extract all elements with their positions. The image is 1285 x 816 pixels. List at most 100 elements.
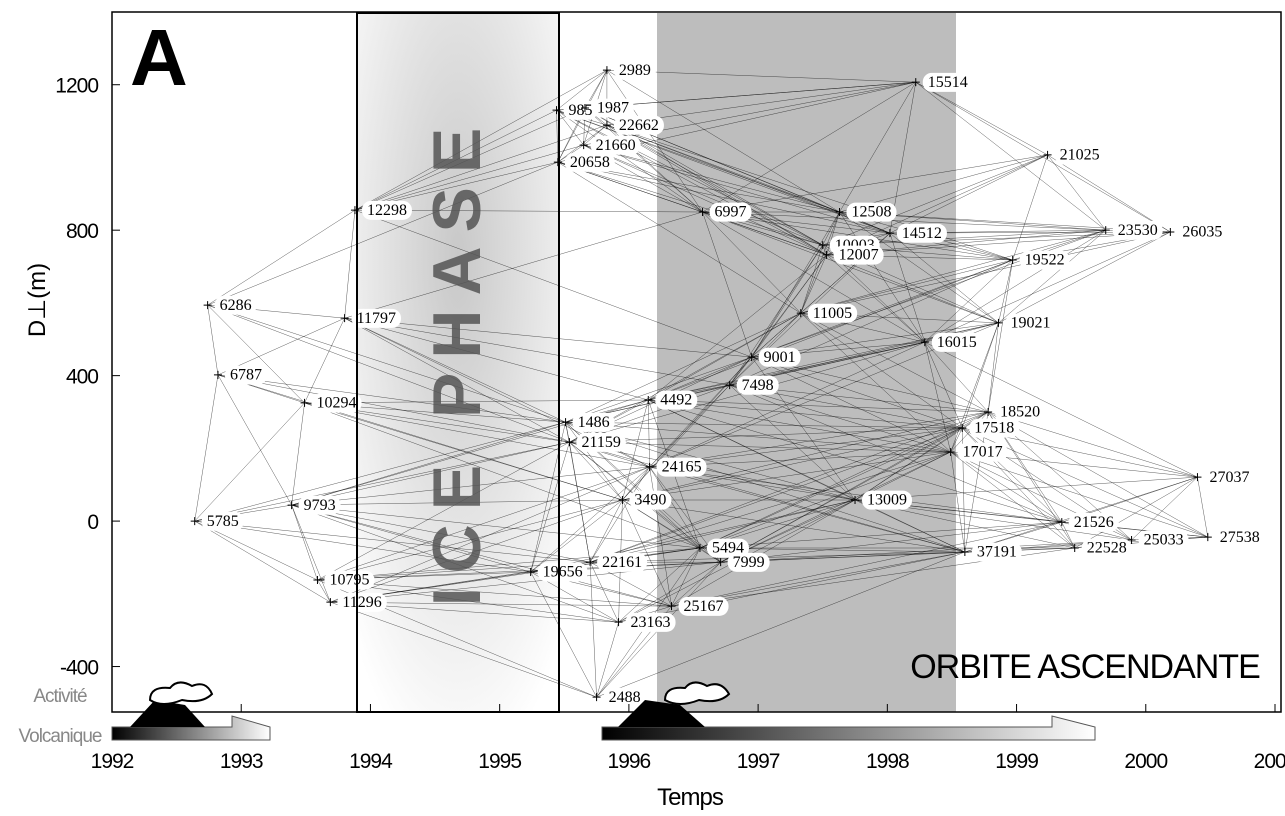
point (580, 104, 589, 112)
point-label-bg (727, 552, 770, 572)
baseline-link (622, 466, 650, 501)
point (300, 398, 309, 407)
point-label: 22161 (602, 554, 642, 571)
point-label-bg (537, 562, 588, 582)
baseline-link (950, 451, 1208, 538)
point-label: 15514 (928, 74, 968, 91)
point (1070, 544, 1079, 552)
baseline-link (291, 504, 700, 549)
point-label-bg (361, 200, 412, 220)
baseline-link (291, 504, 619, 623)
point-label: 22662 (619, 117, 659, 134)
point-label-bg (655, 390, 698, 410)
point-label: 12298 (367, 202, 407, 219)
baseline-link (317, 561, 721, 581)
y-tick-label: -400 (60, 657, 98, 680)
point-label: 2488 (609, 689, 641, 706)
baseline-link (584, 81, 916, 109)
point-label-bg (846, 202, 897, 222)
baseline-link (354, 107, 586, 211)
point-label-bg (201, 511, 244, 531)
baseline-link (565, 421, 963, 429)
baseline-link (317, 466, 650, 581)
baseline-link (569, 442, 591, 563)
point (592, 693, 601, 702)
baseline-link (530, 571, 597, 698)
point (326, 598, 335, 607)
point-label-bg (214, 295, 257, 315)
point-label-bg (807, 303, 858, 323)
point-label: 7498 (742, 377, 774, 394)
point-label: 19656 (543, 564, 583, 581)
point (586, 558, 595, 567)
point-label: 4492 (660, 392, 692, 409)
baseline-link (590, 411, 989, 563)
baseline-link (194, 520, 318, 581)
point-label: 27037 (1209, 469, 1249, 486)
point-label: 17518 (974, 420, 1014, 437)
baseline-link (606, 69, 840, 213)
baseline-link (950, 451, 966, 553)
baseline-link (950, 451, 1062, 523)
point-label-bg (1177, 222, 1228, 242)
x-tick-label: 1998 (866, 750, 909, 773)
baseline-link (671, 521, 1062, 607)
volcanic-label: Volcanique (19, 726, 102, 747)
point (1057, 518, 1066, 527)
baseline-link (839, 211, 999, 324)
baseline-link (344, 317, 752, 358)
baseline-link (950, 427, 963, 453)
baseline-link (565, 421, 951, 453)
baseline-link (800, 254, 827, 314)
baseline-link (330, 561, 721, 603)
point (1166, 228, 1175, 236)
x-tick-label: 2000 (1124, 750, 1167, 773)
point-label-bg (625, 612, 676, 632)
baseline-link (729, 384, 1062, 523)
x-tick-label: 1995 (478, 750, 521, 773)
baseline-link (702, 81, 916, 213)
baseline-link (699, 521, 1062, 549)
point-label: 10795 (329, 572, 369, 589)
y-tick-label: 400 (66, 366, 98, 389)
point-label: 6286 (220, 297, 252, 314)
point-label: 37191 (977, 544, 1017, 561)
baseline-link (354, 69, 608, 211)
baseline-link (606, 124, 827, 256)
y-axis-title: D⊥(m) (24, 263, 51, 337)
baseline-link (702, 211, 999, 324)
point-label-bg (969, 418, 1020, 438)
baseline-link (556, 110, 584, 146)
point (667, 602, 676, 611)
point (1193, 473, 1202, 482)
baseline-link (800, 312, 989, 413)
baseline-link (720, 521, 1062, 563)
point (885, 229, 894, 238)
point-label-bg (298, 495, 341, 515)
point-label-bg (833, 245, 884, 265)
baseline-link (648, 399, 1062, 523)
baseline-link (217, 374, 566, 423)
baseline-link (622, 411, 989, 501)
baseline-link (648, 254, 827, 401)
baseline-link (194, 421, 566, 522)
baseline-link (344, 317, 730, 386)
point-label: 14512 (902, 225, 942, 242)
point (698, 208, 707, 216)
baseline-link (751, 259, 1013, 358)
links (194, 69, 1209, 698)
point (561, 418, 570, 427)
point-label-bg (613, 115, 664, 135)
point-label-bg (896, 223, 947, 243)
baseline-link (291, 505, 318, 581)
baseline-link (622, 427, 963, 501)
x-tick-label: 1992 (91, 750, 134, 773)
baseline-link (800, 312, 963, 429)
baseline-link (998, 259, 1013, 323)
baseline-link (589, 466, 650, 563)
baseline-link (622, 499, 721, 563)
point-label: 6787 (230, 367, 262, 384)
baseline-link (950, 451, 1075, 549)
baseline-link (589, 499, 623, 563)
